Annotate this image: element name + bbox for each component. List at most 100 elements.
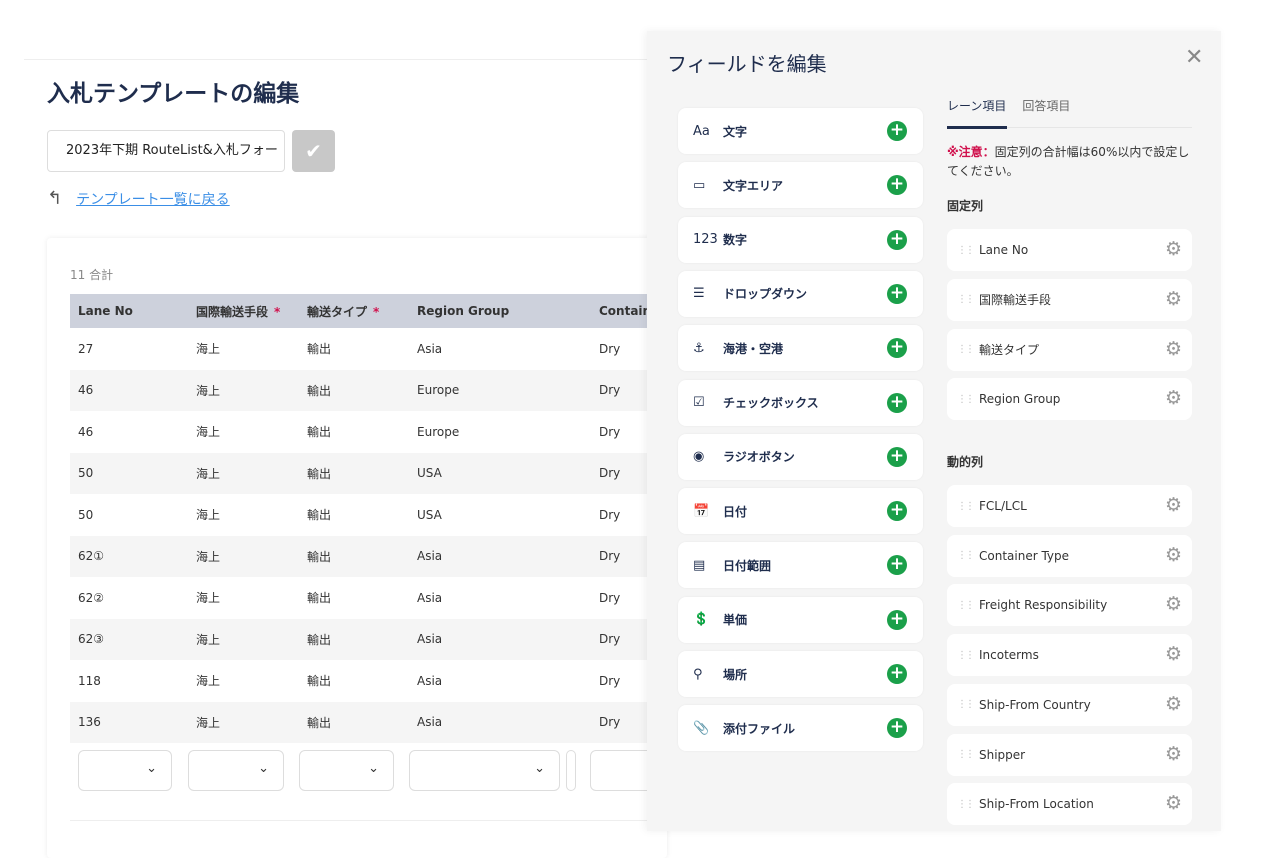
lanes-table: Lane No 国際輸送手段 * 輸送タイプ * Region Group Containe… [70, 294, 650, 743]
drag-handle-icon[interactable]: ⋮⋮ [957, 294, 975, 306]
table-cell: 海上 [196, 715, 221, 730]
filter-dropdown[interactable]: ⌄ [409, 750, 560, 791]
paperclip-icon: 📎 [693, 720, 710, 736]
template-name-input[interactable]: 2023年下期 RouteList&入札フォー [47, 130, 285, 172]
gear-icon[interactable]: ⚙ [1164, 387, 1182, 410]
date-range-icon: ▤ [693, 557, 706, 573]
field-type-number[interactable]: 123 数字 + [678, 216, 923, 263]
table-row[interactable]: 118 海上 輸出 Asia Dry [70, 660, 650, 702]
table-row[interactable]: 50 海上 輸出 USA Dry [70, 452, 650, 494]
column-item[interactable]: ⋮⋮ Container Type ⚙ [947, 534, 1192, 577]
table-row[interactable]: 46 海上 輸出 Europe Dry [70, 411, 650, 453]
column-item[interactable]: ⋮⋮ Region Group ⚙ [947, 378, 1192, 421]
drag-handle-icon[interactable]: ⋮⋮ [957, 244, 975, 256]
field-type-textarea[interactable]: ▭ 文字エリア + [678, 162, 923, 209]
column-item[interactable]: ⋮⋮ Ship-From Country ⚙ [947, 683, 1192, 726]
drag-handle-icon[interactable]: ⋮⋮ [957, 649, 975, 661]
drag-handle-icon[interactable]: ⋮⋮ [957, 393, 975, 405]
table-cell: 136 [78, 715, 101, 730]
field-type-calendar[interactable]: 📅 日付 + [678, 488, 923, 535]
add-icon[interactable]: + [887, 175, 907, 196]
field-type-paperclip[interactable]: 📎 添付ファイル + [678, 705, 923, 752]
column-item[interactable]: ⋮⋮ Ship-From Location ⚙ [947, 783, 1192, 826]
field-type-price[interactable]: 💲 単価 + [678, 596, 923, 643]
add-icon[interactable]: + [887, 664, 907, 684]
gear-icon[interactable]: ⚙ [1164, 742, 1182, 765]
gear-icon[interactable]: ⚙ [1164, 494, 1182, 516]
chevron-down-icon: ⌄ [258, 761, 269, 776]
drag-handle-icon[interactable]: ⋮⋮ [957, 344, 975, 356]
table-cell: 50 [78, 466, 94, 481]
column-item-label: Container Type [979, 548, 1070, 563]
table-row[interactable]: 62① 海上 輸出 Asia Dry [70, 535, 650, 577]
table-row[interactable]: 136 海上 輸出 Asia Dry [70, 701, 650, 743]
tab-lane-items[interactable]: レーン項目 [947, 99, 1007, 113]
field-type-anchor[interactable]: ⚓ 海港・空港 + [678, 325, 923, 372]
table-cell: 輸出 [307, 383, 332, 398]
column-item[interactable]: ⋮⋮ Lane No ⚙ [947, 229, 1192, 271]
field-type-label: チェックボックス [723, 396, 819, 410]
field-type-location[interactable]: ⚲ 場所 + [678, 651, 923, 697]
table-cell: Asia [417, 549, 443, 564]
field-type-radio[interactable]: ◉ ラジオボタン + [678, 433, 923, 480]
field-type-text[interactable]: Aa 文字 + [678, 108, 923, 154]
gear-icon[interactable]: ⚙ [1164, 593, 1182, 616]
table-row[interactable]: 62③ 海上 輸出 Asia Dry [70, 618, 650, 660]
required-marker: * [274, 304, 281, 319]
drag-handle-icon[interactable]: ⋮⋮ [957, 798, 975, 810]
gear-icon[interactable]: ⚙ [1164, 643, 1182, 666]
column-header: 輸送タイプ * [299, 303, 409, 320]
add-icon[interactable]: + [887, 501, 907, 522]
table-cell: 27 [78, 341, 94, 356]
add-icon[interactable]: + [887, 283, 907, 304]
column-item[interactable]: ⋮⋮ 国際輸送手段 ⚙ [947, 278, 1192, 321]
filter-dropdown[interactable] [566, 750, 576, 791]
gear-icon[interactable]: ⚙ [1164, 287, 1182, 310]
column-item[interactable]: ⋮⋮ FCL/LCL ⚙ [947, 485, 1192, 527]
drag-handle-icon[interactable]: ⋮⋮ [957, 599, 975, 611]
table-row[interactable]: 50 海上 輸出 USA Dry [70, 494, 650, 536]
filter-dropdown[interactable]: ⌄ [188, 750, 284, 791]
add-icon[interactable]: + [887, 555, 907, 576]
table-row[interactable]: 62② 海上 輸出 Asia Dry [70, 577, 650, 619]
add-icon[interactable]: + [887, 718, 907, 739]
table-row[interactable]: 46 海上 輸出 Europe Dry [70, 369, 650, 411]
confirm-button[interactable]: ✔ [292, 130, 335, 172]
text-icon: Aa [693, 123, 710, 139]
field-type-label: 単価 [723, 613, 748, 628]
table-cell: Dry [599, 590, 621, 605]
filter-dropdown[interactable]: ⌄ [78, 750, 172, 791]
table-cell: 海上 [196, 508, 221, 523]
field-type-checkbox[interactable]: ☑ チェックボックス + [678, 379, 923, 426]
gear-icon[interactable]: ⚙ [1164, 238, 1182, 260]
table-row[interactable]: 27 海上 輸出 Asia Dry [70, 328, 650, 370]
drag-handle-icon[interactable]: ⋮⋮ [957, 500, 975, 512]
field-type-list[interactable]: ☰ ドロップダウン + [678, 270, 923, 317]
column-item[interactable]: ⋮⋮ Freight Responsibility ⚙ [947, 584, 1192, 627]
location-icon: ⚲ [693, 666, 703, 682]
gear-icon[interactable]: ⚙ [1164, 692, 1182, 715]
add-icon[interactable]: + [887, 609, 907, 630]
drag-handle-icon[interactable]: ⋮⋮ [957, 749, 975, 760]
gear-icon[interactable]: ⚙ [1164, 792, 1182, 815]
drag-handle-icon[interactable]: ⋮⋮ [957, 699, 975, 711]
add-icon[interactable]: + [887, 446, 907, 467]
filter-dropdown[interactable] [590, 750, 650, 791]
add-icon[interactable]: + [887, 121, 907, 141]
field-type-date-range[interactable]: ▤ 日付範囲 + [678, 542, 923, 589]
drag-handle-icon[interactable]: ⋮⋮ [957, 550, 975, 562]
gear-icon[interactable]: ⚙ [1164, 337, 1182, 360]
back-link[interactable]: テンプレート一覧に戻る [76, 191, 230, 208]
column-item[interactable]: ⋮⋮ Incoterms ⚙ [947, 634, 1192, 677]
column-item[interactable]: ⋮⋮ 輸送タイプ ⚙ [947, 328, 1192, 371]
add-icon[interactable]: + [887, 229, 907, 250]
column-item[interactable]: ⋮⋮ Shipper ⚙ [947, 733, 1192, 776]
close-icon[interactable]: ✕ [1185, 45, 1204, 70]
column-item-label: Ship-From Country [979, 697, 1091, 712]
add-icon[interactable]: + [887, 392, 907, 413]
gear-icon[interactable]: ⚙ [1164, 543, 1182, 566]
column-header-label: Region Group [417, 304, 510, 318]
tab-answer-items[interactable]: 回答項目 [1022, 99, 1071, 113]
filter-dropdown[interactable]: ⌄ [299, 750, 394, 791]
add-icon[interactable]: + [887, 338, 907, 359]
